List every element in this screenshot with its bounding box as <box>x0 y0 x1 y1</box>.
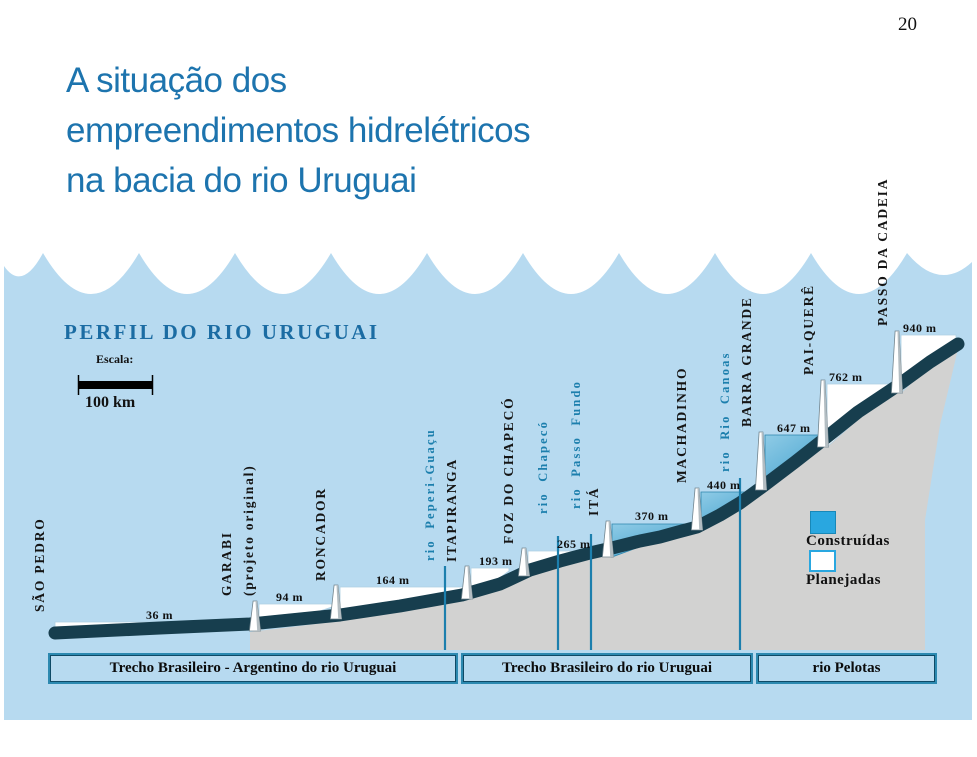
dam-name-label: GARABI <box>219 531 234 596</box>
dam-obelisk-shading <box>897 331 903 393</box>
dam-name-label: FOZ DO CHAPECÓ <box>501 396 516 544</box>
tributary-name-label: rio Chapecó <box>536 419 550 514</box>
dam-obelisk-shading <box>697 488 703 530</box>
dam-obelisk-shading <box>467 566 473 599</box>
dam-name-label: RONCADOR <box>313 487 328 581</box>
dam-obelisk-shading <box>255 601 261 631</box>
section-box-brazil-argentina: Trecho Brasileiro - Argentino do rio Uru… <box>48 653 458 684</box>
dam-name-sublabel: (projeto original) <box>241 464 256 596</box>
slide-title-line-3: na bacia do rio Uruguai <box>66 161 417 200</box>
legend-planned-swatch <box>809 550 836 572</box>
tributary-name-label: rio Passo Fundo <box>569 379 583 509</box>
section-box-rio-pelotas: rio Pelotas <box>756 653 937 684</box>
river-profile-line <box>48 337 965 640</box>
elevation-label: 440 m <box>707 478 741 492</box>
elevation-label: 36 m <box>146 608 173 622</box>
slide-title-line-1: A situação dos <box>66 61 287 100</box>
dam-name-label: PAI-QUERÊ <box>801 284 816 375</box>
scale-caption: 100 km <box>85 394 136 411</box>
elevation-label: 164 m <box>376 573 410 587</box>
dam-name-label: MACHADINHO <box>674 366 689 483</box>
dam-obelisk-shading <box>761 432 767 490</box>
elevation-label: 265 m <box>557 537 591 551</box>
dam-name-label: SÃO PEDRO <box>32 517 47 612</box>
scale-label: Escala: <box>96 352 134 366</box>
legend-built-label: Construídas <box>806 533 890 549</box>
slide-title-line-2: empreendimentos hidrelétricos <box>66 111 531 150</box>
scale-bar <box>78 381 153 389</box>
dam-obelisk-shading <box>336 585 342 619</box>
elevation-label: 94 m <box>276 590 303 604</box>
dam-obelisk-shading <box>823 380 829 447</box>
diagram-heading: PERFIL DO RIO URUGUAI <box>64 320 380 344</box>
slide-title: A situação dos empreendimentos hidrelétr… <box>66 56 531 206</box>
dam-obelisk-shading <box>608 521 614 557</box>
section-box-brazil: Trecho Brasileiro do rio Uruguai <box>461 653 753 684</box>
elevation-label: 193 m <box>479 554 513 568</box>
dam-name-label: ITÁ <box>586 486 601 516</box>
elevation-label: 647 m <box>777 421 811 435</box>
dam-name-label: ITAPIRANGA <box>444 457 459 562</box>
dam-name-label: PASSO DA CADEIA <box>875 177 890 326</box>
legend-built-swatch <box>810 511 836 534</box>
elevation-label: 370 m <box>635 509 669 523</box>
tributary-name-label: rio Rio Canoas <box>718 351 732 472</box>
elevation-label: 762 m <box>829 370 863 384</box>
legend-planned-label: Planejadas <box>806 572 882 588</box>
dam-obelisk-shading <box>524 548 530 576</box>
dam-name-label: BARRA GRANDE <box>739 296 754 427</box>
land-mass <box>250 349 958 650</box>
elevation-label: 940 m <box>903 321 937 335</box>
page-number: 20 <box>898 14 917 35</box>
tributary-name-label: rio Peperi-Guaçu <box>423 428 437 561</box>
